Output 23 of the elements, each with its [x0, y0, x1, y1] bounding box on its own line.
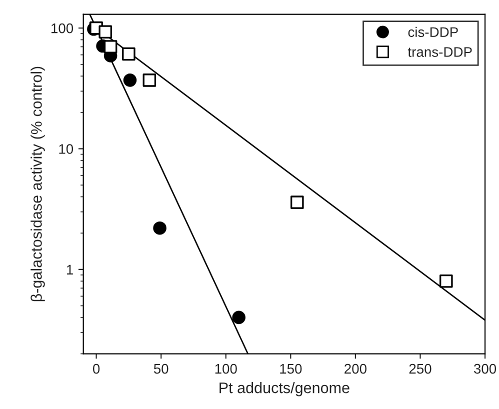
x-tick-label: 200 — [344, 364, 366, 374]
x-tick-label: 300 — [474, 364, 496, 374]
x-tick-label: 150 — [280, 364, 302, 374]
y-tick-label: 10 — [59, 144, 74, 154]
x-tick-label: 100 — [215, 364, 237, 374]
legend-label: trans-DDP — [408, 47, 472, 57]
point — [153, 221, 166, 235]
y-tick-label: 1 — [66, 264, 73, 274]
x-tick-label: 250 — [409, 364, 432, 374]
point — [104, 40, 118, 54]
point — [142, 74, 156, 87]
y-axis-title: β-galactosidase activity (% control) — [30, 66, 45, 302]
point — [98, 25, 112, 39]
y-tick-label: 100 — [52, 23, 74, 34]
x-tick-label: 0 — [92, 364, 100, 374]
point — [123, 74, 137, 87]
x-tick-label: 50 — [154, 364, 168, 374]
point — [122, 47, 136, 61]
point — [290, 196, 304, 209]
x-axis-title: Pt adducts/genome — [220, 382, 350, 396]
legend-label: cis-DDP — [408, 26, 458, 38]
point — [232, 310, 246, 324]
point — [440, 274, 453, 288]
